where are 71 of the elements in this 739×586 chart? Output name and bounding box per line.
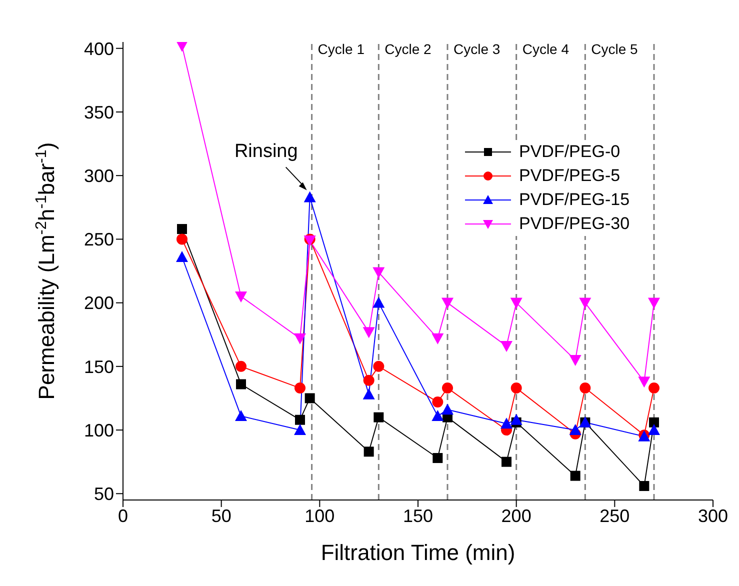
point [374,412,384,422]
y-tick-label: 50 [94,484,114,504]
x-tick-label: 50 [211,506,232,526]
ref-line-label: Cycle 3 [454,41,500,57]
point [648,298,660,309]
point [362,327,375,338]
ref-line-label: Cycle 2 [384,41,432,57]
point [510,414,522,425]
legend-label: PVDF/PEG-0 [519,142,620,162]
point [442,298,454,309]
point [177,224,187,234]
y-tick-label: 200 [84,293,114,314]
point [648,424,660,436]
point [236,360,246,372]
annotation: Rinsing [234,141,298,162]
x-tick-label: 150 [402,506,434,526]
point [236,379,246,390]
point [649,417,659,428]
point [442,404,454,415]
point [373,360,384,372]
point [570,470,580,481]
point [579,298,592,309]
point [432,453,443,464]
point [432,396,444,408]
point [364,446,374,457]
point [500,418,512,429]
point [569,355,582,366]
legend-label: PVDF/PEG-30 [519,214,630,234]
ref-line-label: Cycle 4 [522,41,570,57]
point [372,267,385,278]
point [295,414,305,425]
point [304,393,315,404]
point [294,333,306,344]
x-tick-label: 250 [600,506,630,526]
point [294,382,306,394]
point [432,410,444,422]
point [235,291,247,302]
ref-line-label: Cycle 5 [591,41,638,57]
point [176,234,188,245]
legend-label: PVDF/PEG-15 [519,190,630,210]
point [638,376,650,388]
point [176,251,188,262]
point [294,424,306,436]
y-tick-label: 150 [84,356,114,377]
x-tick-label: 300 [698,506,728,526]
ref-line-label: Cycle 1 [318,41,365,57]
point [304,191,316,202]
x-tick-label: 100 [304,506,335,526]
point [580,382,591,394]
x-tick-label: 200 [501,506,532,526]
legend-label: PVDF/PEG-5 [519,166,620,186]
point [648,382,660,394]
point [442,382,453,394]
point [502,456,512,467]
point [363,374,374,386]
point [569,424,582,436]
point [500,341,512,352]
x-tick-label: 0 [118,506,128,526]
y-tick-label: 300 [84,166,114,186]
y-tick-label: 100 [84,420,114,440]
point [510,298,522,309]
point [432,333,444,344]
y-tick-label: 400 [84,38,114,59]
x-axis-title: Filtration Time (min) [320,540,516,565]
point [362,388,375,400]
y-tick-label: 350 [84,102,114,122]
point [235,410,247,422]
point [639,481,650,492]
y-tick-label: 250 [84,230,114,250]
point [510,382,522,394]
point [372,296,385,308]
